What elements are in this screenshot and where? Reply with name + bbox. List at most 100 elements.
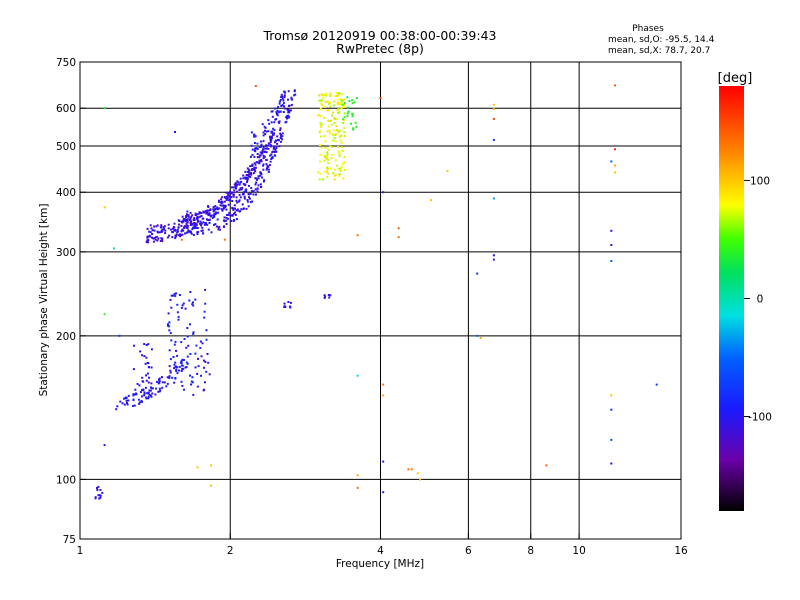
echo-point — [346, 114, 349, 117]
echo-point — [212, 210, 215, 213]
echo-point — [293, 94, 296, 97]
echo-point — [213, 214, 216, 217]
echo-point — [332, 104, 335, 107]
echo-point — [175, 292, 177, 295]
echo-point — [132, 393, 135, 396]
echo-point — [338, 152, 341, 155]
echo-point — [241, 186, 244, 189]
echo-point — [200, 215, 203, 217]
echo-point — [329, 119, 332, 122]
echo-point — [265, 151, 268, 154]
echo-point — [259, 154, 262, 157]
echo-point — [202, 217, 205, 220]
echo-point — [175, 235, 177, 238]
echo-point — [260, 152, 263, 155]
echo-point — [289, 109, 292, 112]
echo-point — [207, 228, 210, 231]
echo-point — [327, 148, 330, 151]
echo-point — [194, 226, 197, 229]
echo-point — [166, 236, 169, 239]
echo-point — [276, 142, 279, 145]
echo-point — [176, 303, 179, 306]
echo-point — [184, 366, 187, 369]
echo-point — [149, 231, 152, 234]
echo-point — [492, 197, 495, 200]
echo-point — [146, 362, 149, 365]
echo-point — [156, 380, 158, 383]
y-axis-ticks: 75 100 200 300 400 500 600 750 — [56, 57, 86, 546]
echo-point — [291, 98, 294, 101]
echo-point — [256, 190, 259, 193]
echo-point — [343, 156, 346, 158]
echo-point — [321, 104, 324, 107]
echo-point — [325, 157, 328, 160]
echo-point — [169, 298, 172, 301]
echo-point — [258, 162, 261, 165]
echo-point — [132, 368, 135, 371]
echo-point — [140, 400, 143, 402]
echo-point — [259, 183, 262, 186]
y-axis-label: Stationary phase Virtual Height [km] — [38, 204, 50, 397]
echo-point — [254, 135, 257, 138]
echo-point — [229, 198, 232, 201]
echo-point — [172, 294, 174, 297]
echo-point — [269, 160, 272, 163]
colorbar-label: [deg] — [718, 71, 753, 86]
echo-point — [223, 219, 225, 222]
echo-point — [249, 192, 252, 195]
echo-point — [328, 296, 331, 299]
echo-point — [164, 232, 167, 235]
echo-point — [259, 145, 262, 148]
echo-point — [217, 211, 220, 214]
echo-point — [273, 154, 276, 157]
echo-point — [246, 181, 248, 183]
echo-point — [210, 464, 212, 467]
echo-point — [161, 381, 164, 384]
echo-point — [186, 335, 189, 338]
echo-point — [342, 122, 345, 124]
echo-point — [174, 237, 177, 240]
echo-point — [199, 340, 202, 343]
x-tick-label: 1 — [77, 545, 84, 557]
echo-point — [329, 167, 332, 170]
echo-point — [217, 228, 220, 231]
echo-point — [199, 222, 201, 225]
echo-point — [174, 361, 177, 364]
echo-point — [234, 207, 236, 210]
echo-point — [253, 168, 256, 171]
echo-point — [169, 332, 172, 334]
echo-point — [184, 232, 186, 235]
echo-point — [356, 486, 359, 489]
echo-point — [202, 232, 204, 235]
echo-point — [168, 349, 171, 352]
echo-point — [194, 366, 197, 369]
echo-point — [259, 174, 262, 177]
echo-point — [197, 219, 200, 222]
echo-point — [189, 353, 192, 355]
echo-point — [326, 153, 329, 156]
echo-point — [135, 393, 138, 396]
echo-point — [610, 462, 613, 465]
echo-point — [180, 230, 183, 233]
echo-point — [277, 106, 279, 109]
echo-point — [216, 206, 219, 209]
echo-point — [161, 228, 164, 231]
x-tick-label: 2 — [227, 545, 234, 557]
echo-point — [220, 198, 223, 201]
echo-point — [244, 176, 247, 179]
echo-point — [281, 132, 284, 135]
echo-point — [192, 234, 195, 236]
echo-point — [208, 222, 211, 224]
echo-point — [230, 220, 233, 222]
echo-point — [270, 145, 273, 148]
echo-point — [175, 349, 177, 352]
echo-point — [191, 223, 194, 226]
echo-point — [256, 187, 259, 190]
echo-point — [334, 173, 337, 176]
echo-point — [226, 197, 229, 200]
echo-point — [239, 196, 242, 199]
echo-point — [196, 385, 199, 388]
echo-point — [177, 234, 180, 237]
echo-point — [199, 347, 202, 349]
echo-point — [275, 145, 278, 148]
